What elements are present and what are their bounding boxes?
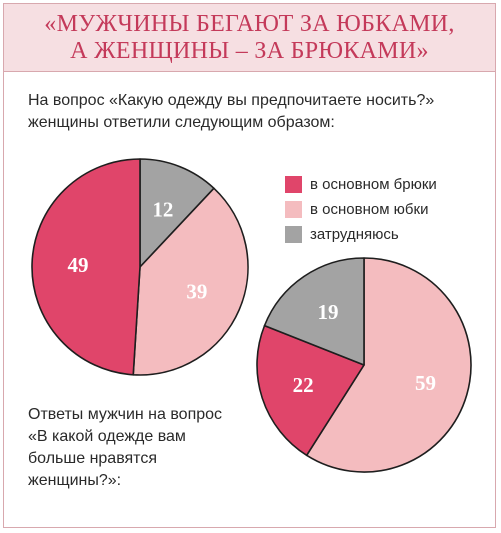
legend-label-trousers: в основном брюки bbox=[310, 175, 437, 193]
pie-women-label-undecided: 12 bbox=[152, 197, 173, 221]
pie-men-slice-trousers bbox=[256, 324, 365, 457]
legend: в основном брюки в основном юбки затрудн… bbox=[285, 172, 437, 247]
legend-item-trousers: в основном брюки bbox=[285, 172, 437, 196]
pie-women-slice-skirts bbox=[132, 187, 249, 376]
pie-men-slice-undecided bbox=[263, 257, 365, 366]
legend-label-undecided: затрудняюсь bbox=[310, 225, 399, 243]
title-line-2: А ЖЕНЩИНЫ – ЗА БРЮКАМИ» bbox=[70, 37, 429, 64]
legend-swatch-undecided bbox=[285, 225, 302, 243]
legend-label-skirts: в основном юбки bbox=[310, 200, 429, 218]
pie-men-slice-skirts bbox=[305, 257, 472, 473]
legend-swatch-trousers bbox=[285, 175, 302, 193]
pie-men-label-skirts: 59 bbox=[415, 371, 436, 395]
title-banner: «МУЖЧИНЫ БЕГАЮТ ЗА ЮБКАМИ, А ЖЕНЩИНЫ – З… bbox=[4, 4, 495, 72]
pie-men-label-trousers: 22 bbox=[293, 373, 314, 397]
legend-swatch-skirts bbox=[285, 200, 302, 218]
pie-women-label-trousers: 49 bbox=[68, 253, 89, 277]
pie-chart-men: 59 22 19 bbox=[256, 257, 472, 473]
legend-item-undecided: затрудняюсь bbox=[285, 222, 437, 246]
pie-chart-women: 12 39 49 bbox=[31, 158, 249, 376]
pie-women-slice-undecided bbox=[139, 158, 215, 268]
women-question: На вопрос «Какую одежду вы предпочитаете… bbox=[28, 92, 435, 131]
pie-women-label-skirts: 39 bbox=[186, 280, 207, 304]
men-question: Ответы мужчин на вопрос «В какой одежде … bbox=[28, 406, 223, 489]
pie-women-slice-trousers bbox=[31, 158, 141, 376]
pie-men-label-undecided: 19 bbox=[318, 300, 339, 324]
legend-item-skirts: в основном юбки bbox=[285, 197, 437, 221]
title-line-1: «МУЖЧИНЫ БЕГАЮТ ЗА ЮБКАМИ, bbox=[44, 10, 455, 37]
